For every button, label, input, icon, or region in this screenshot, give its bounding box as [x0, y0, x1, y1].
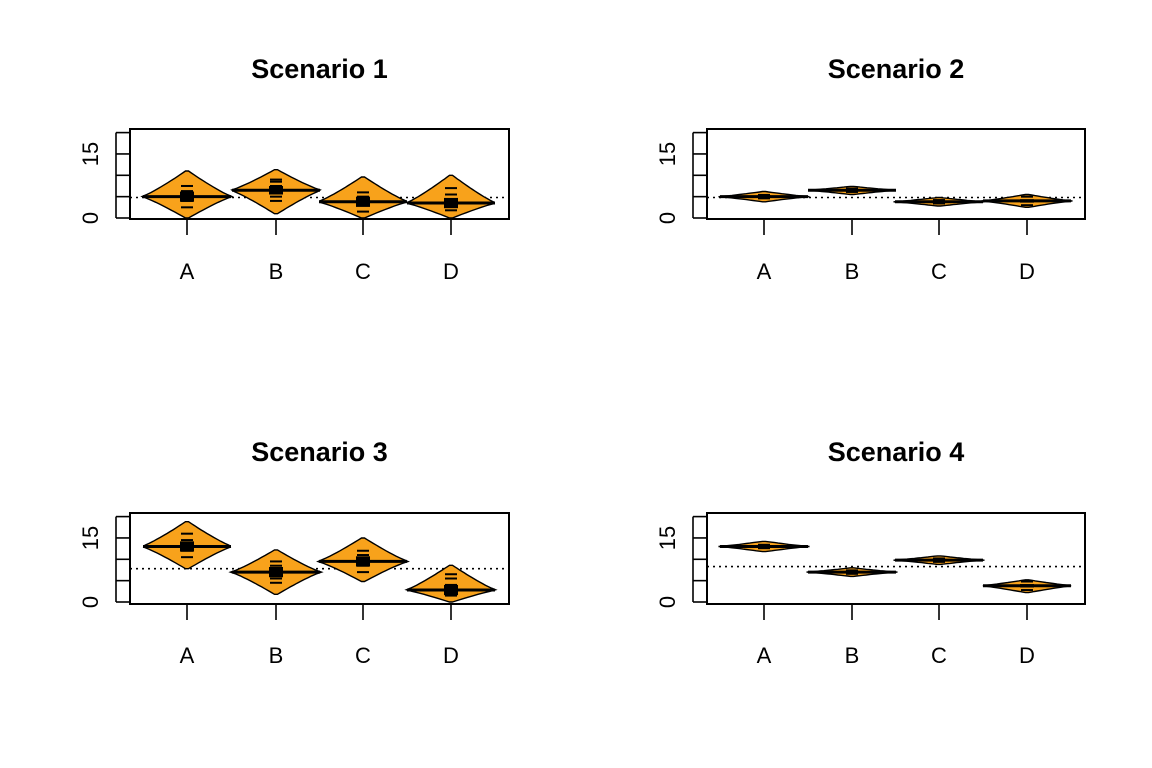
- y-tick-label: 15: [655, 526, 680, 550]
- violin-group-A: [142, 521, 232, 570]
- x-tick-label: D: [1019, 259, 1035, 284]
- violin-group-C: [893, 555, 985, 566]
- x-tick-label: B: [845, 643, 860, 668]
- y-tick-label: 15: [78, 142, 103, 166]
- plot-frame: [706, 128, 1086, 220]
- violin-group-C: [318, 176, 408, 219]
- x-tick-label: D: [443, 259, 459, 284]
- y-tick-label: 0: [655, 212, 680, 224]
- violin-group-A: [718, 540, 810, 553]
- violin-group-D: [404, 564, 498, 603]
- violin-group-C: [893, 196, 985, 207]
- x-tick-label: B: [269, 259, 284, 284]
- x-tick-label: C: [931, 259, 947, 284]
- x-tick-label: D: [443, 643, 459, 668]
- violin-shape: [407, 174, 495, 219]
- panel-scenario-4: Scenario 4 0 15 A B C D: [655, 437, 1086, 668]
- y-tick-label: 15: [78, 526, 103, 550]
- y-tick-label: 15: [655, 142, 680, 166]
- x-tick-label: C: [355, 259, 371, 284]
- x-tick-label: B: [269, 643, 284, 668]
- chart-title: Scenario 2: [828, 54, 965, 84]
- panel-scenario-3: Scenario 3 0 15 A B C D: [78, 437, 510, 668]
- y-tick-label: 0: [78, 212, 103, 224]
- violin-group-B: [230, 169, 322, 215]
- chart-title: Scenario 4: [828, 437, 965, 467]
- x-tick-label: C: [355, 643, 371, 668]
- x-tick-label: D: [1019, 643, 1035, 668]
- violin-group-B: [808, 185, 896, 196]
- x-tick-label: A: [180, 259, 195, 284]
- plot-frame: [129, 128, 510, 220]
- violin-group-A: [718, 190, 810, 203]
- violin-group-D: [981, 193, 1073, 208]
- x-tick-label: A: [757, 643, 772, 668]
- violin-group-B: [228, 549, 324, 595]
- panel-scenario-1: Scenario 1 0 15 A B C D: [78, 54, 510, 284]
- x-tick-label: B: [845, 259, 860, 284]
- violin-group-C: [316, 537, 410, 583]
- y-tick-label: 0: [78, 596, 103, 608]
- x-tick-label: A: [757, 259, 772, 284]
- violin-group-B: [806, 567, 898, 578]
- panel-scenario-2: Scenario 2 0 15 A B C D: [655, 54, 1086, 284]
- x-tick-label: A: [180, 643, 195, 668]
- chart-title: Scenario 3: [251, 437, 388, 467]
- violin-group-A: [140, 170, 234, 219]
- chart-title: Scenario 1: [251, 54, 388, 84]
- y-tick-label: 0: [655, 596, 680, 608]
- x-tick-label: C: [931, 643, 947, 668]
- violin-group-D: [982, 579, 1072, 594]
- violin-group-D: [407, 174, 495, 219]
